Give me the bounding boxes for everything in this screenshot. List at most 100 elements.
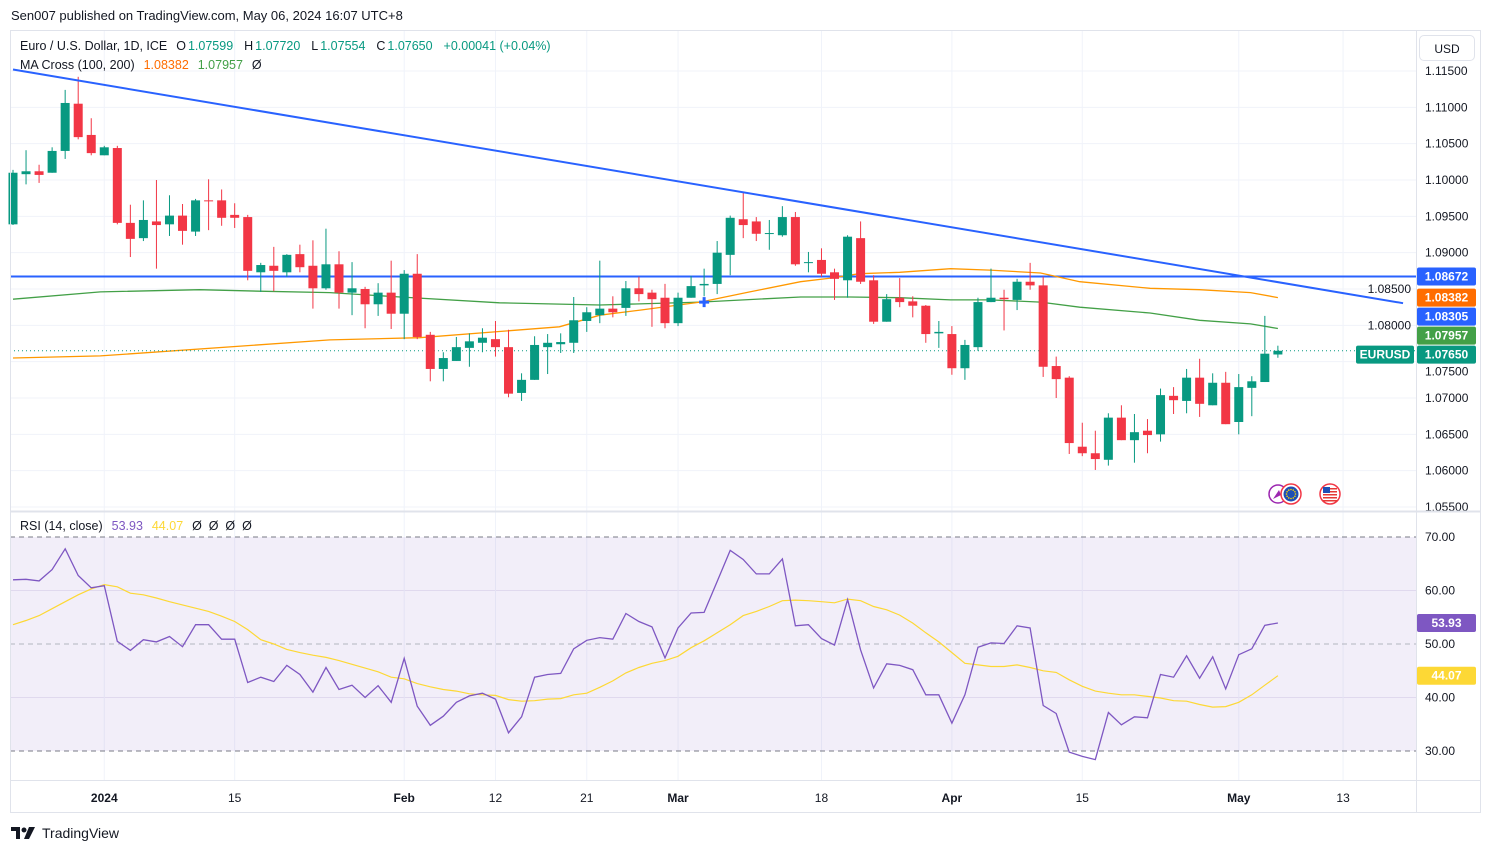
candle: [112, 145, 122, 225]
price-tick-label: 1.10500: [1425, 137, 1469, 151]
price-badge[interactable]: 1.08672: [1417, 267, 1476, 286]
currency-button[interactable]: USD: [1419, 35, 1475, 61]
candle-body: [1142, 430, 1152, 436]
candle-body: [477, 337, 487, 343]
candle-body: [464, 341, 474, 348]
brand-name: TradingView: [42, 825, 120, 841]
price-badge-value: 1.08305: [1425, 310, 1469, 324]
candle: [125, 204, 135, 258]
rsi-legend[interactable]: RSI (14, close) 53.93 44.07 Ø Ø Ø Ø: [20, 519, 254, 533]
candle-body: [830, 272, 840, 279]
candle: [34, 164, 44, 183]
rsi-badge[interactable]: 44.07: [1417, 666, 1476, 685]
rsi-tick-label: 60.00: [1425, 584, 1455, 598]
price-badge[interactable]: 1.07650 EURUSD: [1356, 345, 1476, 364]
symbol-legend[interactable]: Euro / U.S. Dollar, 1D, ICE O 1.07599 H 1.…: [20, 39, 553, 53]
price-badge-symbol-bg: [1356, 345, 1414, 364]
candle: [869, 275, 879, 324]
candle: [1142, 419, 1152, 454]
candle-body: [712, 252, 722, 284]
candle-body: [334, 264, 344, 293]
eu-star: [1290, 488, 1292, 491]
price-tick-label: 1.07000: [1425, 391, 1469, 405]
candle-body: [451, 347, 461, 361]
candle-body: [73, 103, 83, 138]
candle: [803, 251, 813, 273]
rsi-badge[interactable]: 53.93: [1417, 613, 1476, 632]
candle: [686, 275, 696, 298]
price-change: +0.00041 (+0.04%): [443, 39, 551, 53]
candle: [256, 262, 266, 292]
price-tick-label: 1.06000: [1425, 464, 1469, 478]
price-tick-label: 1.06500: [1425, 427, 1469, 441]
price-tick-label: 1.10000: [1425, 173, 1469, 187]
candle: [1038, 276, 1048, 377]
candle: [517, 373, 527, 401]
candle: [999, 289, 1009, 331]
candle-body: [191, 200, 201, 232]
candle: [217, 189, 227, 226]
tradingview-logo[interactable]: TradingView: [11, 825, 119, 841]
candle: [543, 334, 553, 375]
candle-body: [86, 134, 96, 154]
tradingview-logo-icon: [11, 827, 35, 839]
rsi-extra: Ø Ø Ø Ø: [192, 519, 252, 533]
time-tick-label: 21: [580, 791, 594, 805]
price-badge[interactable]: 1.08382: [1417, 288, 1476, 307]
candle: [699, 268, 709, 297]
time-tick-label: May: [1227, 791, 1251, 805]
eu-star: [1294, 493, 1297, 495]
price-badge[interactable]: 1.07957: [1417, 326, 1476, 345]
candle: [151, 180, 161, 269]
price-tick-label: 1.08000: [1368, 318, 1412, 332]
candle: [438, 352, 448, 382]
candle: [308, 240, 318, 309]
candle-body: [803, 262, 813, 264]
candle: [360, 286, 370, 329]
candle: [47, 147, 57, 173]
candle: [504, 329, 514, 398]
candle: [1208, 373, 1218, 406]
candle: [960, 339, 970, 380]
candle-body: [725, 217, 735, 255]
candle: [86, 118, 96, 156]
candle: [725, 215, 735, 276]
candle-body: [178, 215, 188, 231]
candle-body: [1038, 285, 1048, 367]
candle-body: [660, 297, 670, 324]
event-icons[interactable]: [1268, 483, 1341, 505]
price-badge[interactable]: 1.08305: [1417, 307, 1476, 326]
candle: [1195, 358, 1205, 417]
rsi-tick-label: 30.00: [1425, 744, 1455, 758]
rsi-badge-value: 53.93: [1431, 616, 1461, 630]
candle-body: [647, 292, 657, 300]
candle: [1247, 376, 1257, 417]
time-tick-label: 12: [489, 791, 503, 805]
candle: [1234, 374, 1244, 435]
rsi-ma-line: [12, 583, 1279, 708]
candle-body: [816, 259, 826, 274]
candle: [712, 241, 722, 295]
candle-body: [1116, 417, 1126, 441]
price-badge-bg: [1417, 307, 1476, 326]
rsi-pane: [10, 536, 1416, 761]
candle-body: [517, 379, 527, 393]
price-tick-label: 1.09500: [1425, 209, 1469, 223]
candle-body: [21, 171, 31, 175]
candle: [595, 260, 605, 324]
candle-body: [282, 254, 292, 273]
candle: [191, 198, 201, 236]
candle: [1064, 376, 1074, 454]
ma-cross-legend[interactable]: MA Cross (100, 200) 1.08382 1.07957 Ø: [20, 58, 264, 72]
candle-body: [1182, 377, 1192, 401]
trendline[interactable]: [12, 68, 1404, 305]
candle: [399, 270, 409, 340]
candle: [373, 283, 383, 316]
candle-body: [869, 280, 879, 322]
ohlc-close: C 1.07650: [376, 39, 433, 53]
candle: [1077, 422, 1087, 457]
candle: [1025, 262, 1035, 290]
candle-body: [1051, 366, 1061, 380]
candle-body: [504, 347, 514, 394]
